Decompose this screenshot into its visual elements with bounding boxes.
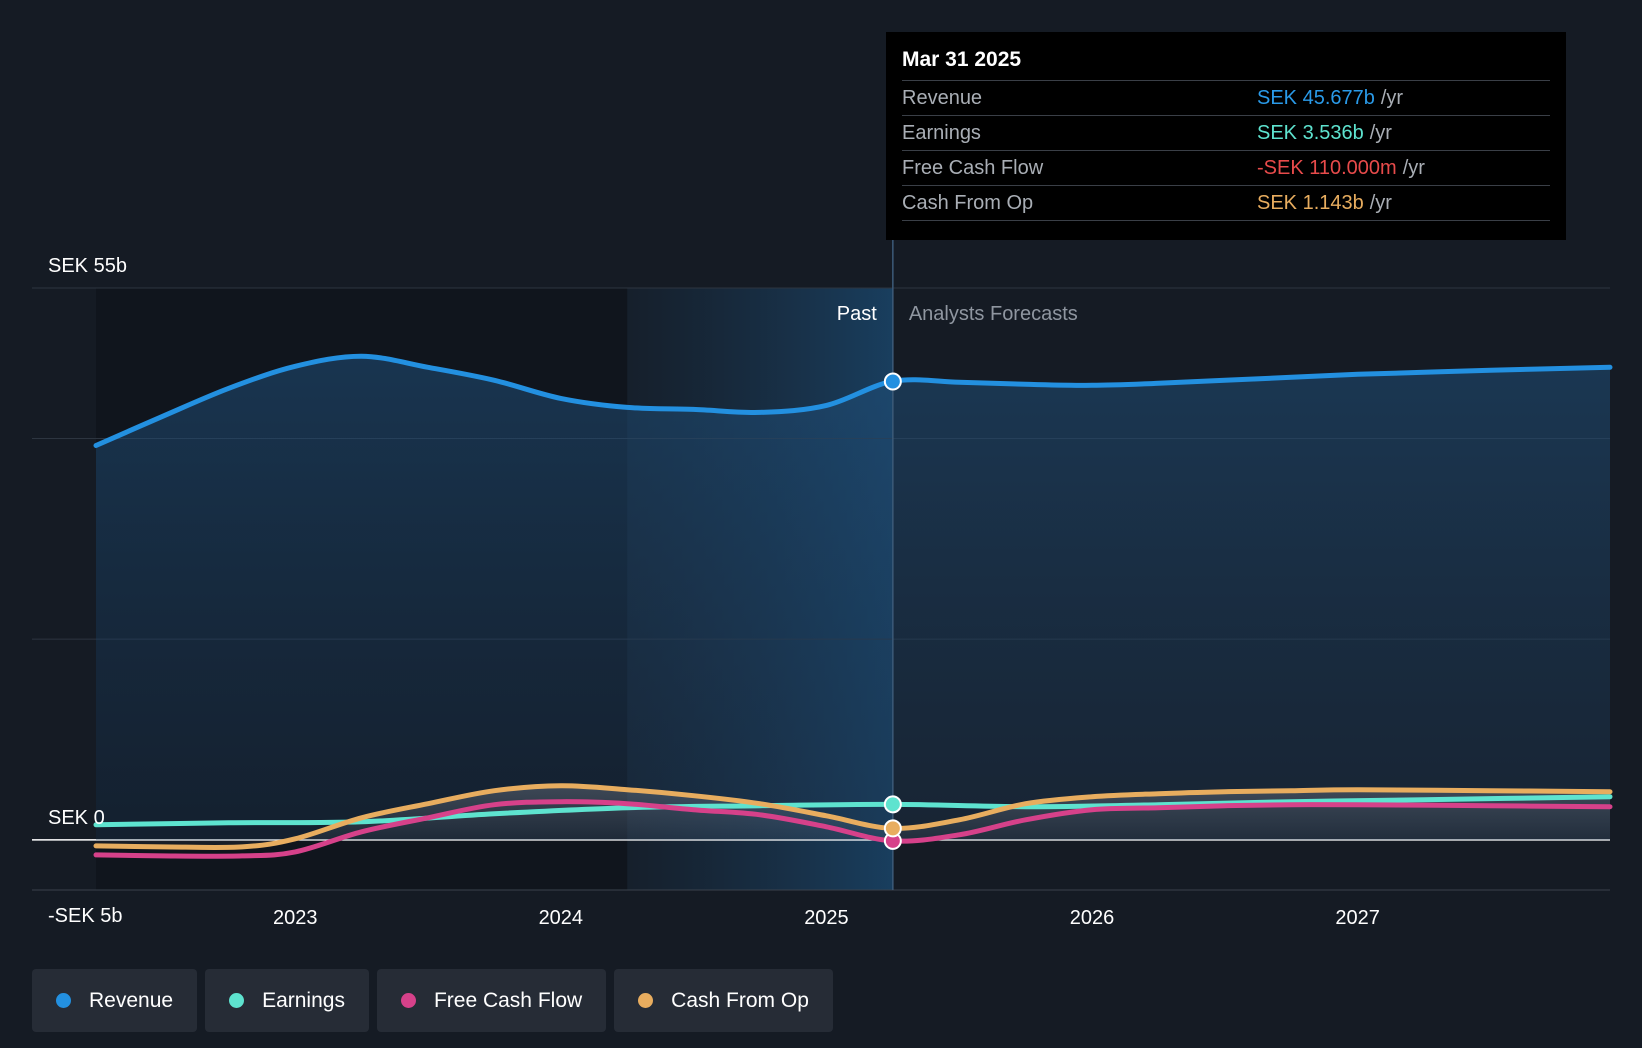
y-tick-label: SEK 0: [48, 807, 105, 829]
tooltip-unit: /yr: [1369, 191, 1392, 214]
tooltip-label: Cash From Op: [902, 191, 1034, 214]
legend-item-earnings[interactable]: Earnings: [205, 969, 369, 1032]
revenue-marker: [883, 372, 902, 391]
revenue-line: [93, 353, 1613, 448]
legend-dot-icon: [400, 993, 416, 1008]
x-tick-label: 2025: [804, 907, 849, 929]
data-tooltip: Mar 31 2025 Revenue SEK 45.677b /yr Earn…: [886, 32, 1566, 240]
legend-label: Free Cash Flow: [433, 988, 583, 1012]
chart-legend: Revenue Earnings Free Cash Flow Cash Fro…: [32, 969, 833, 1032]
past-label: Past: [837, 303, 877, 325]
series-areas: [96, 356, 1610, 848]
cash-from-op-line: [93, 783, 1613, 850]
tooltip-value: SEK 3.536b: [1257, 121, 1364, 144]
tooltip-unit: /yr: [1369, 121, 1392, 144]
tooltip-label: Free Cash Flow: [902, 156, 1044, 179]
tooltip-row-cash-from-op: Cash From Op SEK 1.143b /yr: [902, 185, 1550, 221]
legend-label: Cash From Op: [671, 988, 809, 1012]
tooltip-date: Mar 31 2025: [902, 48, 1022, 71]
x-tick-label: 2027: [1335, 907, 1380, 929]
tooltip-label: Earnings: [902, 121, 981, 144]
earnings-revenue-chart: Past Analysts Forecasts SEK 55b SEK 0 -SEK…: [32, 238, 1613, 929]
tooltip-value: SEK 1.143b: [1257, 191, 1364, 214]
legend-label: Earnings: [262, 988, 345, 1012]
tooltip-value: SEK 45.677b: [1257, 86, 1375, 109]
series-lines: [93, 353, 1613, 859]
legend-item-revenue[interactable]: Revenue: [32, 969, 198, 1032]
forecast-label: Analysts Forecasts: [909, 303, 1078, 325]
legend-item-cash-from-op[interactable]: Cash From Op: [614, 969, 833, 1032]
y-axis-labels: SEK 55b SEK 0 -SEK 5b: [48, 255, 127, 927]
legend-dot-icon: [229, 993, 245, 1008]
x-axis-labels: 2023 2024 2025 2026 2027: [273, 907, 1380, 929]
tooltip-value: -SEK 110.000m: [1257, 156, 1397, 179]
revenue-area: [96, 356, 1610, 840]
y-tick-label: -SEK 5b: [48, 905, 122, 927]
cash-from-op-marker: [883, 819, 902, 838]
legend-item-free-cash-flow[interactable]: Free Cash Flow: [376, 969, 607, 1032]
free-cash-flow-line: [93, 799, 1613, 859]
tooltip-row-free-cash-flow: Free Cash Flow -SEK 110.000m /yr: [902, 150, 1550, 185]
tooltip-unit: /yr: [1380, 86, 1404, 109]
legend-label: Revenue: [89, 988, 174, 1012]
x-tick-label: 2024: [539, 907, 584, 929]
y-tick-label: SEK 55b: [48, 255, 127, 277]
highlight-markers: [883, 372, 902, 850]
tooltip-row-earnings: Earnings SEK 3.536b /yr: [902, 115, 1550, 150]
tooltip-label: Revenue: [902, 86, 983, 109]
legend-dot-icon: [638, 993, 654, 1008]
tooltip-row-revenue: Revenue SEK 45.677b /yr: [902, 80, 1550, 115]
x-tick-label: 2026: [1070, 907, 1115, 929]
x-tick-label: 2023: [273, 907, 318, 929]
tooltip-unit: /yr: [1402, 156, 1425, 179]
legend-dot-icon: [56, 993, 71, 1008]
earnings-marker: [883, 795, 902, 814]
